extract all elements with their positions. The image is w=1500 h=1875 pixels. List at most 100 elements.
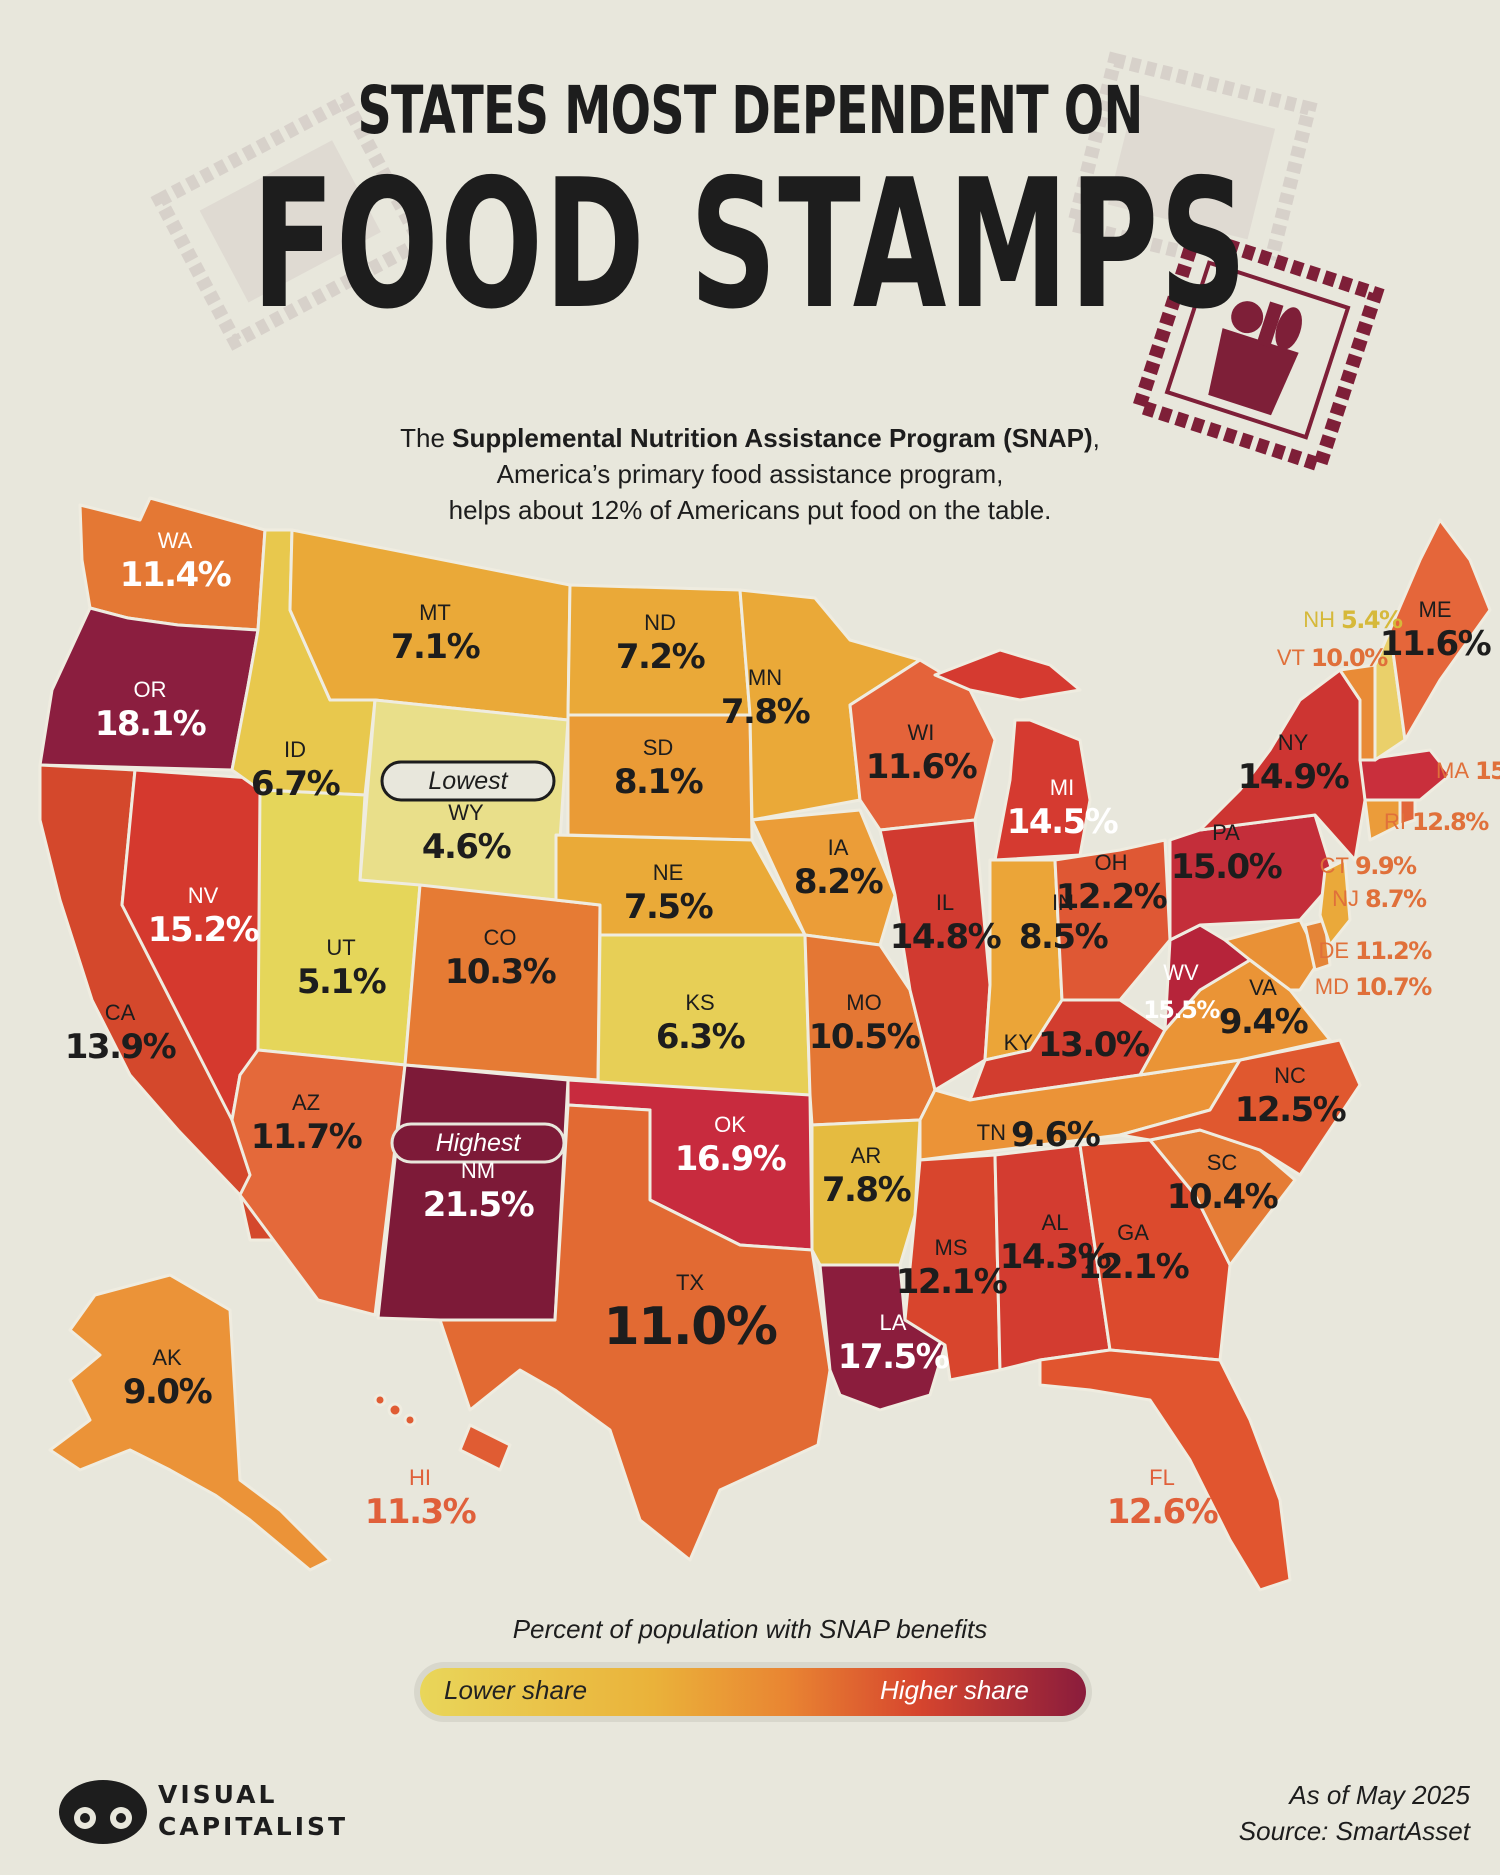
state-shape-NJ bbox=[1318, 858, 1352, 947]
state-shape-ME bbox=[1388, 518, 1492, 742]
state-value-mo: 10.5% bbox=[809, 1017, 920, 1057]
state-code-ut: UT bbox=[326, 935, 355, 960]
state-code-ia: IA bbox=[828, 835, 849, 860]
state-code-il: IL bbox=[936, 890, 954, 915]
state-shape-AK bbox=[48, 1273, 332, 1572]
state-code-hi: HI bbox=[409, 1465, 431, 1490]
state-code-wi: WI bbox=[908, 720, 935, 745]
visual-capitalist-logo-icon bbox=[59, 1780, 147, 1844]
state-value-nv: 15.2% bbox=[148, 910, 259, 950]
us-map: Lowest Highest WA11.4%OR18.1%CA13.9%NV15… bbox=[38, 496, 1500, 1592]
state-label-mn: MN7.8% bbox=[721, 665, 811, 732]
as-of-date: As of May 2025 bbox=[1289, 1780, 1470, 1810]
state-code-nv: NV bbox=[188, 883, 219, 908]
state-code-pa: PA bbox=[1212, 820, 1240, 845]
state-value-sd: 8.1% bbox=[614, 762, 703, 802]
state-code-tx: TX bbox=[676, 1270, 704, 1295]
legend-title: Percent of population with SNAP benefits bbox=[512, 1614, 988, 1644]
state-code-mt: MT bbox=[419, 600, 451, 625]
state-shape-DE bbox=[1303, 918, 1332, 972]
source-credit: Source: SmartAsset bbox=[1238, 1816, 1470, 1846]
state-label-va: VA9.4% bbox=[1219, 975, 1309, 1042]
state-value-mt: 7.1% bbox=[391, 627, 480, 667]
title-line-1: STATES MOST DEPENDENT ON bbox=[357, 72, 1143, 149]
subtitle: The Supplemental Nutrition Assistance Pr… bbox=[250, 420, 1250, 528]
subtitle-bold: Supplemental Nutrition Assistance Progra… bbox=[452, 423, 1093, 453]
subtitle-pre: The bbox=[400, 423, 453, 453]
state-shape-KS bbox=[596, 933, 812, 1097]
state-value-de: 11.2% bbox=[1355, 937, 1432, 965]
state-code-nc: NC bbox=[1274, 1063, 1306, 1088]
state-label-in: IN8.5% bbox=[1019, 890, 1109, 957]
faded-stamp-left-icon bbox=[150, 91, 431, 351]
state-code-nd: ND bbox=[644, 610, 676, 635]
state-code-va: VA bbox=[1249, 975, 1277, 1000]
state-code-md: MD bbox=[1315, 974, 1349, 999]
state-code-mi: MI bbox=[1050, 775, 1074, 800]
state-label-de: DE 11.2% bbox=[1318, 937, 1433, 965]
state-label-ri: RI 12.8% bbox=[1384, 808, 1491, 836]
state-code-nm: NM bbox=[461, 1158, 495, 1183]
state-value-id: 6.7% bbox=[251, 764, 340, 804]
state-code-tn: TN bbox=[977, 1120, 1006, 1145]
state-shape-TX bbox=[438, 1103, 832, 1562]
state-value-il: 14.8% bbox=[890, 917, 1001, 957]
state-value-tn: 9.6% bbox=[1011, 1115, 1100, 1155]
state-value-pa: 15.0% bbox=[1171, 847, 1282, 887]
state-value-ne: 7.5% bbox=[624, 887, 713, 927]
subtitle-post: , bbox=[1092, 423, 1100, 453]
state-value-in: 8.5% bbox=[1019, 917, 1108, 957]
state-label-sd: SD8.1% bbox=[614, 735, 704, 802]
highest-tag-text: Highest bbox=[436, 1129, 522, 1157]
legend-gradient-bar bbox=[420, 1668, 1086, 1716]
lowest-tag-text: Lowest bbox=[428, 767, 508, 795]
state-code-ny: NY bbox=[1278, 730, 1309, 755]
state-code-wv: WV bbox=[1163, 960, 1199, 985]
state-value-nc: 12.5% bbox=[1235, 1090, 1346, 1130]
state-value-me: 11.6% bbox=[1380, 624, 1491, 664]
state-value-ca: 13.9% bbox=[65, 1027, 176, 1067]
state-value-va: 9.4% bbox=[1219, 1002, 1308, 1042]
state-shape-VT bbox=[1338, 663, 1377, 762]
state-label-ut: UT5.1% bbox=[297, 935, 387, 1002]
state-code-nj: NJ bbox=[1332, 886, 1359, 911]
state-value-md: 10.7% bbox=[1355, 973, 1432, 1001]
state-label-ne: NE7.5% bbox=[624, 860, 714, 927]
state-value-ga: 12.1% bbox=[1078, 1247, 1189, 1287]
legend-low-label: Lower share bbox=[444, 1675, 588, 1705]
state-code-ne: NE bbox=[653, 860, 684, 885]
state-label-nj: NJ 8.7% bbox=[1332, 885, 1428, 913]
state-value-ct: 9.9% bbox=[1355, 852, 1417, 880]
state-code-vt: VT bbox=[1277, 645, 1305, 670]
state-label-nh: NH 5.4% bbox=[1303, 606, 1404, 634]
state-value-nh: 5.4% bbox=[1341, 606, 1403, 634]
state-label-ak: AK9.0% bbox=[123, 1345, 213, 1412]
state-code-ct: CT bbox=[1320, 853, 1349, 878]
state-value-la: 17.5% bbox=[838, 1337, 949, 1377]
state-value-nm: 21.5% bbox=[423, 1185, 534, 1225]
state-value-wi: 11.6% bbox=[866, 747, 977, 787]
stamp-grocery-bag-icon bbox=[1130, 226, 1385, 474]
state-code-mo: MO bbox=[846, 990, 881, 1015]
state-code-ms: MS bbox=[935, 1235, 968, 1260]
